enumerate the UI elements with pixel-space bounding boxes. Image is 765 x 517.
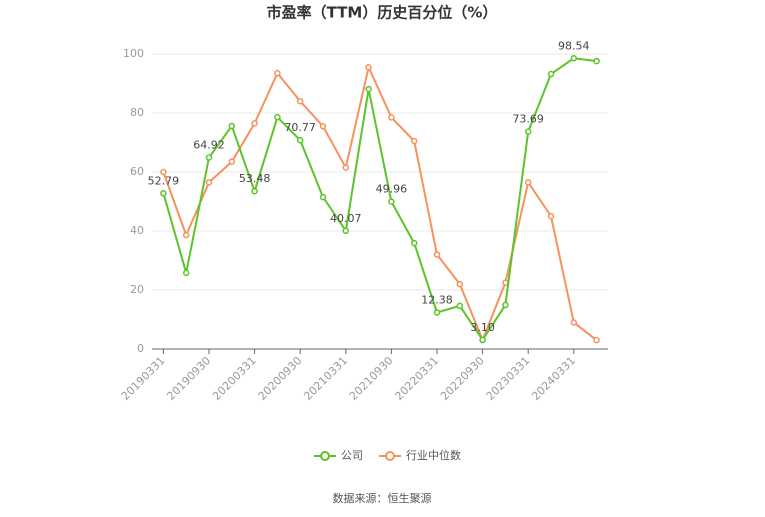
series-line	[162, 57, 597, 342]
y-tick-label: 60	[130, 165, 144, 178]
data-point	[342, 164, 350, 171]
data-point	[524, 179, 532, 186]
data-point	[570, 55, 578, 62]
data-point	[547, 213, 555, 220]
data-point	[410, 137, 418, 145]
y-tick-label: 100	[123, 47, 144, 60]
source: 数据来源：恒生聚源	[333, 491, 432, 505]
data-point	[593, 57, 600, 65]
data-point	[251, 187, 258, 195]
y-tick-label: 80	[130, 106, 144, 119]
data-label: 64.92	[193, 138, 225, 151]
data-point	[160, 190, 167, 197]
x-tick-label: 20240331	[529, 354, 578, 403]
series-line	[162, 64, 598, 343]
x-tick-label: 20230331	[484, 354, 533, 403]
data-label: 73.69	[512, 113, 544, 126]
legend-label: 公司	[341, 449, 363, 462]
x-tick-label: 20220331	[392, 354, 441, 403]
data-point	[296, 97, 304, 105]
data-point	[228, 158, 236, 165]
data-point	[365, 64, 372, 71]
data-label: 70.77	[284, 121, 316, 134]
data-point	[433, 251, 441, 258]
x-tick-label: 20200930	[256, 354, 305, 403]
data-point	[319, 123, 327, 130]
data-point	[251, 120, 258, 127]
x-tick-label: 20210331	[301, 354, 350, 403]
x-tick-label: 20190331	[119, 354, 168, 403]
data-point	[410, 239, 418, 247]
data-point	[182, 231, 190, 239]
data-point	[274, 69, 281, 77]
data-point	[365, 85, 372, 93]
data-point	[274, 113, 281, 121]
data-point	[388, 198, 395, 205]
x-tick-label: 20190930	[164, 354, 213, 403]
data-label: 98.54	[558, 39, 590, 52]
data-point	[342, 227, 350, 235]
data-point	[228, 122, 236, 130]
y-tick-label: 20	[130, 283, 144, 296]
data-point	[205, 154, 213, 161]
legend-label: 行业中位数	[406, 448, 461, 462]
data-point	[479, 336, 486, 344]
data-point	[456, 280, 464, 288]
data-label: 52.79	[148, 174, 180, 187]
data-point	[319, 193, 327, 201]
data-point	[547, 70, 555, 78]
data-point	[388, 114, 395, 121]
data-point	[160, 168, 167, 176]
data-point	[433, 309, 441, 316]
chart-title: 市盈率（TTM）历史百分位（%）	[267, 4, 498, 22]
data-point	[570, 319, 578, 326]
data-label: 3.10	[470, 321, 495, 334]
data-label: 53.48	[239, 172, 271, 185]
data-label: 49.96	[376, 183, 408, 196]
data-point	[502, 301, 509, 309]
data-label: 12.38	[421, 293, 453, 306]
y-tick-label: 40	[130, 224, 144, 237]
data-point	[296, 136, 304, 144]
x-tick-label: 20220930	[438, 354, 487, 403]
legend-marker	[385, 451, 395, 461]
x-tick-label: 20210930	[347, 354, 396, 403]
y-tick-label: 0	[137, 342, 144, 355]
legend-marker	[320, 451, 330, 461]
data-point	[524, 128, 532, 135]
data-label: 40.07	[330, 212, 362, 225]
data-point	[182, 269, 190, 277]
x-tick-label: 20200331	[210, 354, 259, 403]
data-point	[593, 336, 600, 344]
data-point	[205, 179, 213, 186]
data-point	[456, 302, 464, 310]
